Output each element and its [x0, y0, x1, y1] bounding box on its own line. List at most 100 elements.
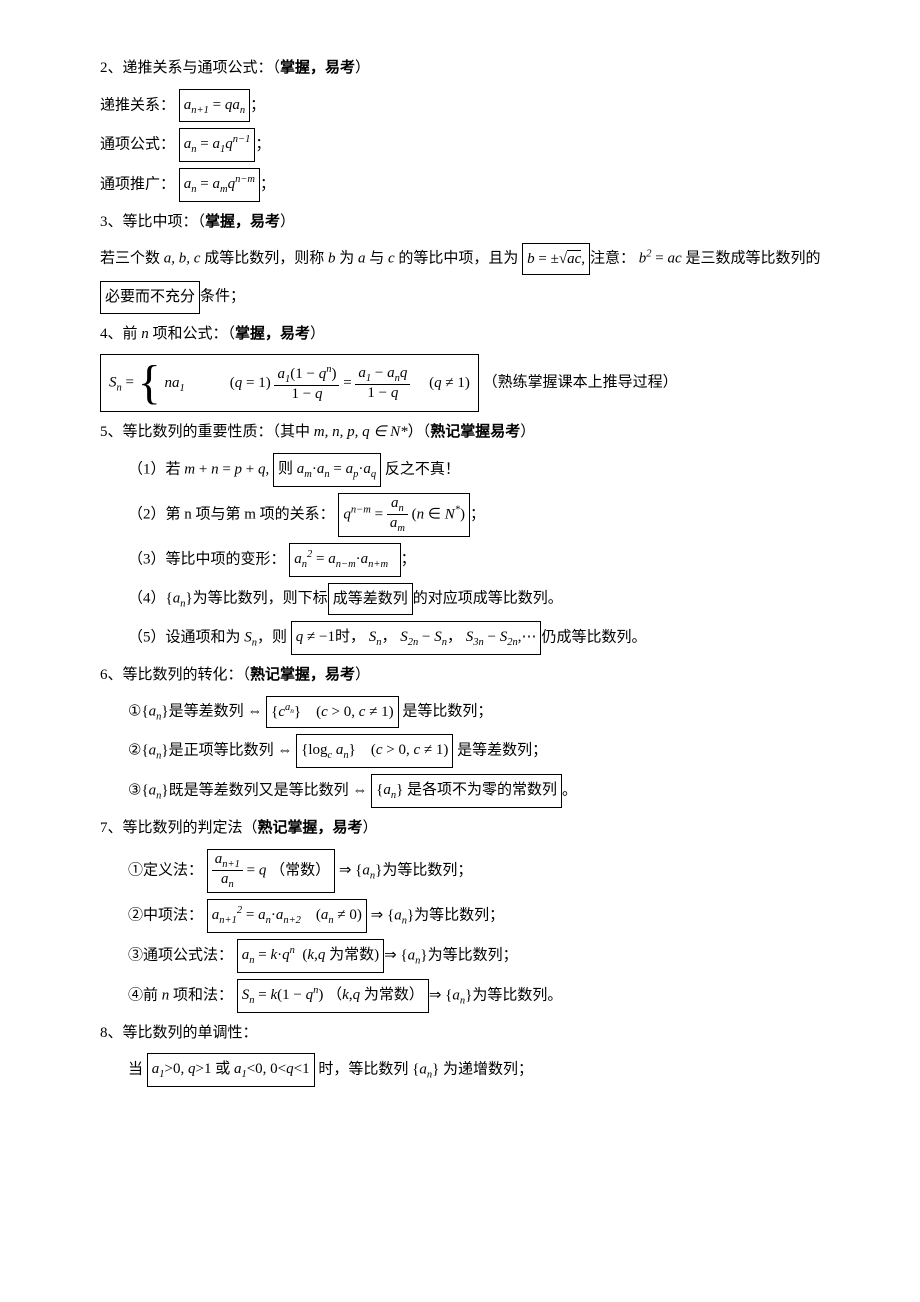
- tail: ；: [260, 177, 275, 193]
- text: 3、等比中项：（: [100, 214, 205, 230]
- formula-box: {can} (c > 0, c ≠ 1): [266, 696, 399, 729]
- text: ③: [128, 783, 141, 799]
- arrow: ⇒: [367, 907, 387, 923]
- text: （熟练掌握课本上推导过程）: [483, 375, 678, 391]
- text: 若三个数: [100, 251, 164, 267]
- section3-body: 若三个数 a, b, c 成等比数列，则称 b 为 a 与 c 的等比中项，且为…: [100, 243, 848, 276]
- formula-box: an+1 = qan: [179, 89, 250, 123]
- text: 的等比中项，且为: [395, 251, 523, 267]
- text: ①: [128, 703, 141, 719]
- section6-item3: ③{an}既是等差数列又是等比数列 ⇔ {an} 是各项不为零的常数列。: [100, 774, 848, 808]
- text: 成等比数列，则称: [200, 251, 328, 267]
- section2-item3: 通项推广： an = amqn−m；: [100, 168, 848, 202]
- text: （1）若: [128, 461, 184, 477]
- formula-box: an+12 = an·an+2 (an ≠ 0): [207, 899, 367, 933]
- formula-box: Sn = { na1 (q = 1) a1(1 − qn)1 − q = a1 …: [100, 354, 479, 412]
- arrow: ⇒: [335, 862, 355, 878]
- section7-item1: ①定义法： an+1an = q （常数） ⇒ {an}为等比数列；: [100, 849, 848, 893]
- section2-heading: 2、递推关系与通项公式：（掌握，易考）: [100, 54, 848, 83]
- text: 为等比数列；: [382, 862, 472, 878]
- text: ；: [401, 551, 416, 567]
- section5-item1: （1）若 m + n = p + q, 则 am·an = ap·aq 反之不真…: [100, 453, 848, 487]
- text: 为等比数列，则下标: [193, 590, 328, 606]
- text: （4）: [128, 590, 166, 606]
- text: ④前: [128, 987, 162, 1003]
- text: （5）设通项和为: [128, 630, 244, 646]
- text: 注意：: [590, 251, 639, 267]
- text: 当: [128, 1061, 147, 1077]
- text: ）: [363, 820, 378, 836]
- text: ②: [128, 743, 141, 759]
- formula-box: 则 am·an = ap·aq: [273, 453, 381, 487]
- tail: ；: [250, 97, 265, 113]
- section8-body: 当 a1>0, q>1 或 a1<0, 0<q<1 时，等比数列 {an} 为递…: [100, 1053, 848, 1087]
- math: c: [388, 251, 395, 267]
- text: ；: [470, 506, 485, 522]
- section7-heading: 7、等比数列的判定法（熟记掌握，易考）: [100, 814, 848, 843]
- text: ①定义法：: [128, 862, 203, 878]
- formula-box: a1>0, q>1 或 a1<0, 0<q<1: [147, 1053, 315, 1087]
- section4-formula: Sn = { na1 (q = 1) a1(1 − qn)1 − q = a1 …: [100, 354, 848, 412]
- text: ）: [310, 326, 325, 342]
- text: ）: [280, 214, 295, 230]
- section7-item4: ④前 n 项和法： Sn = k(1 − qn) （k,q 为常数）⇒ {an}…: [100, 979, 848, 1013]
- formula-box: an+1an = q （常数）: [207, 849, 335, 893]
- section5-item2: （2）第 n 项与第 m 项的关系： qn−m = anam (n ∈ N*)；: [100, 493, 848, 537]
- tail: ；: [255, 137, 270, 153]
- text: （3）等比中项的变形：: [128, 551, 286, 567]
- section7-item3: ③通项公式法： an = k·qn (k,q 为常数)⇒ {an}为等比数列；: [100, 939, 848, 973]
- text: ）: [355, 667, 370, 683]
- text: 2、递推关系与通项公式：（: [100, 60, 280, 76]
- formula-box: an = a1qn−1: [179, 128, 256, 162]
- math: n: [141, 326, 149, 342]
- section6-heading: 6、等比数列的转化：（熟记掌握，易考）: [100, 661, 848, 690]
- text: 仍成等比数列。: [541, 630, 646, 646]
- text: 时，等比数列: [315, 1061, 413, 1077]
- text: 7、等比数列的判定法（: [100, 820, 258, 836]
- text: 是等差数列；: [453, 743, 547, 759]
- formula-box: b = ±√ac,: [522, 243, 590, 276]
- text: 。: [562, 783, 577, 799]
- formula-box: q ≠ −1时， Sn， S2n − Sn， S3n − S2n,⋯: [291, 621, 542, 655]
- formula-box: qn−m = anam (n ∈ N*): [338, 493, 470, 537]
- formula-box: {an} 是各项不为零的常数列: [371, 774, 562, 808]
- section5-item5: （5）设通项和为 Sn，则 q ≠ −1时， Sn， S2n − Sn， S3n…: [100, 621, 848, 655]
- text: 为递增数列；: [439, 1061, 533, 1077]
- text-bold: 掌握，易考: [280, 60, 355, 76]
- text-bold: 熟记掌握，易考: [258, 820, 363, 836]
- text: 与: [365, 251, 388, 267]
- formula-box: 必要而不充分: [100, 281, 200, 314]
- section2-item1: 递推关系： an+1 = qan；: [100, 89, 848, 123]
- arrow: ⇒: [429, 987, 445, 1003]
- text: 是三数成等比数列的: [682, 251, 821, 267]
- math: m, n, p, q ∈ N*: [310, 424, 408, 440]
- section3-nec: 必要而不充分条件；: [100, 281, 848, 314]
- text: ）: [520, 424, 535, 440]
- text-bold: 掌握，易考: [205, 214, 280, 230]
- section2-item2: 通项公式： an = a1qn−1；: [100, 128, 848, 162]
- text: 是正项等比数列 ⇔: [169, 743, 297, 759]
- text: ，则: [257, 630, 287, 646]
- formula-box: {logc an} (c > 0, c ≠ 1): [296, 734, 453, 768]
- formula-box: an2 = an−m·an+m: [289, 543, 400, 577]
- text: 6、等比数列的转化：（: [100, 667, 250, 683]
- text: ③通项公式法：: [128, 947, 233, 963]
- text-bold: 熟记掌握，易考: [250, 667, 355, 683]
- section5-item3: （3）等比中项的变形： an2 = an−m·an+m ；: [100, 543, 848, 577]
- text-bold: 掌握，易考: [235, 326, 310, 342]
- arrow: ⇒: [384, 947, 400, 963]
- text: ）: [355, 60, 370, 76]
- section4-heading: 4、前 n 项和公式：（掌握，易考）: [100, 320, 848, 349]
- label: 递推关系：: [100, 97, 175, 113]
- text: 为等比数列；: [428, 947, 518, 963]
- text: 为等比数列；: [414, 907, 504, 923]
- section3-heading: 3、等比中项：（掌握，易考）: [100, 208, 848, 237]
- section6-item2: ②{an}是正项等比数列 ⇔ {logc an} (c > 0, c ≠ 1) …: [100, 734, 848, 768]
- text-bold: 熟记掌握易考: [430, 424, 520, 440]
- text: 是等差数列 ⇔: [169, 703, 267, 719]
- text: 为: [335, 251, 358, 267]
- text: 条件；: [200, 289, 245, 305]
- text: 反之不真！: [381, 461, 460, 477]
- formula-box: an = k·qn (k,q 为常数): [237, 939, 384, 973]
- text: ②中项法：: [128, 907, 203, 923]
